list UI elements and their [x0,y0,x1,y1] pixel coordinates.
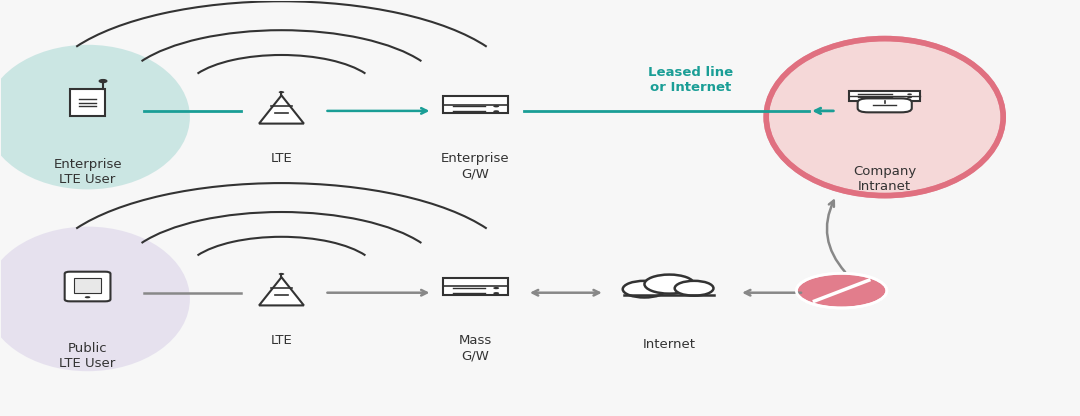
Text: LTE: LTE [271,152,293,165]
Circle shape [907,97,912,98]
Bar [443,278,508,295]
Bar [443,96,508,113]
Text: Public
LTE User: Public LTE User [59,342,116,370]
Circle shape [279,91,284,93]
Text: Mass
G/W: Mass G/W [459,334,492,362]
Text: Company
Intranet: Company Intranet [853,165,916,193]
Text: LTE: LTE [271,334,293,347]
Ellipse shape [0,45,190,189]
Circle shape [645,275,694,294]
Text: Enterprise
LTE User: Enterprise LTE User [53,158,122,186]
Circle shape [494,110,499,112]
Polygon shape [259,277,303,305]
Text: Enterprise
G/W: Enterprise G/W [441,152,510,180]
Text: Internet: Internet [643,338,696,351]
Circle shape [907,94,912,95]
Circle shape [99,79,107,82]
Bar [849,92,920,102]
Circle shape [675,281,714,296]
FancyBboxPatch shape [858,98,912,112]
FancyBboxPatch shape [65,272,110,301]
Text: Leased line
or Internet: Leased line or Internet [648,67,733,94]
Bar [75,277,100,293]
Circle shape [494,287,499,289]
Polygon shape [259,95,303,124]
Circle shape [623,281,666,297]
Circle shape [494,105,499,107]
Circle shape [796,273,887,308]
Circle shape [279,273,284,275]
Ellipse shape [0,227,190,371]
Polygon shape [624,288,714,295]
Bar [70,89,105,116]
Circle shape [494,292,499,295]
Ellipse shape [766,39,1003,196]
Circle shape [84,296,91,298]
